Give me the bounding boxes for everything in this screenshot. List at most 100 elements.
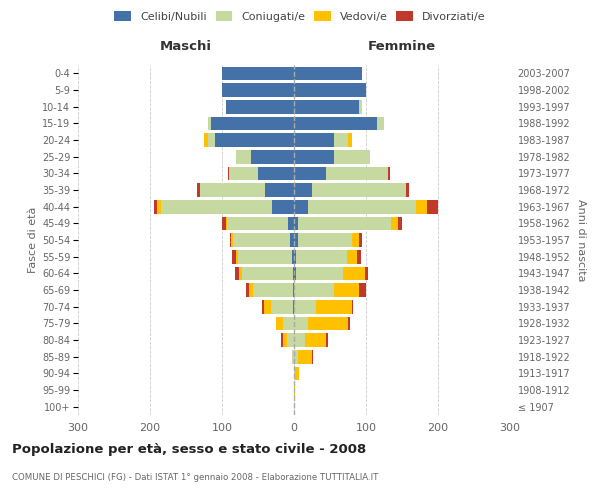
Bar: [308, 316, 348, 330]
Bar: [294, 216, 298, 230]
Bar: [294, 333, 305, 347]
Bar: [265, 183, 294, 197]
Bar: [308, 200, 416, 213]
Bar: [316, 300, 352, 314]
Bar: [312, 183, 406, 197]
Bar: [326, 333, 328, 347]
Bar: [208, 133, 215, 147]
Bar: [292, 250, 294, 264]
Text: Maschi: Maschi: [160, 40, 212, 54]
Bar: [298, 350, 312, 364]
Bar: [406, 183, 409, 197]
Bar: [294, 283, 334, 297]
Bar: [326, 166, 388, 180]
Bar: [161, 200, 272, 213]
Legend: Celibi/Nubili, Coniugati/e, Vedovi/e, Divorziati/e: Celibi/Nubili, Coniugati/e, Vedovi/e, Di…: [111, 8, 489, 25]
Bar: [359, 100, 362, 114]
Bar: [157, 200, 161, 213]
Bar: [222, 216, 226, 230]
Bar: [200, 183, 265, 197]
Bar: [242, 266, 293, 280]
Bar: [391, 216, 398, 230]
Bar: [377, 116, 384, 130]
Bar: [359, 283, 366, 297]
Bar: [398, 216, 402, 230]
Bar: [352, 233, 359, 247]
Bar: [347, 250, 358, 264]
Bar: [298, 233, 352, 247]
Bar: [226, 100, 294, 114]
Y-axis label: Anni di nascita: Anni di nascita: [576, 198, 586, 281]
Bar: [334, 283, 359, 297]
Bar: [228, 166, 229, 180]
Bar: [232, 233, 233, 247]
Bar: [296, 250, 347, 264]
Bar: [250, 283, 253, 297]
Bar: [226, 216, 227, 230]
Bar: [264, 300, 271, 314]
Bar: [294, 100, 359, 114]
Bar: [230, 233, 232, 247]
Bar: [293, 266, 294, 280]
Bar: [222, 66, 294, 80]
Bar: [294, 316, 308, 330]
Bar: [283, 316, 294, 330]
Bar: [294, 83, 366, 97]
Bar: [235, 266, 239, 280]
Bar: [227, 216, 288, 230]
Bar: [294, 250, 296, 264]
Bar: [305, 333, 326, 347]
Bar: [416, 200, 427, 213]
Bar: [204, 133, 208, 147]
Bar: [154, 200, 157, 213]
Y-axis label: Fasce di età: Fasce di età: [28, 207, 38, 273]
Bar: [233, 233, 290, 247]
Bar: [294, 133, 334, 147]
Bar: [334, 133, 348, 147]
Bar: [281, 333, 283, 347]
Bar: [294, 66, 362, 80]
Bar: [294, 233, 298, 247]
Text: COMUNE DI PESCHICI (FG) - Dati ISTAT 1° gennaio 2008 - Elaborazione TUTTITALIA.I: COMUNE DI PESCHICI (FG) - Dati ISTAT 1° …: [12, 472, 379, 482]
Bar: [294, 150, 334, 164]
Bar: [348, 133, 352, 147]
Bar: [343, 266, 365, 280]
Bar: [293, 300, 294, 314]
Text: Popolazione per età, sesso e stato civile - 2008: Popolazione per età, sesso e stato civil…: [12, 442, 366, 456]
Bar: [312, 350, 313, 364]
Bar: [388, 166, 390, 180]
Bar: [258, 166, 294, 180]
Bar: [283, 333, 287, 347]
Bar: [246, 283, 250, 297]
Bar: [253, 283, 293, 297]
Bar: [294, 350, 298, 364]
Bar: [208, 116, 211, 130]
Bar: [295, 366, 299, 380]
Bar: [276, 316, 283, 330]
Bar: [294, 383, 295, 397]
Bar: [290, 233, 294, 247]
Bar: [352, 300, 353, 314]
Bar: [294, 183, 312, 197]
Bar: [222, 83, 294, 97]
Bar: [293, 283, 294, 297]
Bar: [238, 250, 292, 264]
Bar: [271, 300, 293, 314]
Bar: [287, 333, 294, 347]
Bar: [272, 200, 294, 213]
Bar: [232, 250, 236, 264]
Bar: [294, 116, 377, 130]
Text: Femmine: Femmine: [368, 40, 436, 54]
Bar: [296, 266, 343, 280]
Bar: [348, 316, 350, 330]
Bar: [239, 266, 242, 280]
Bar: [251, 150, 294, 164]
Bar: [294, 166, 326, 180]
Bar: [292, 350, 294, 364]
Bar: [427, 200, 438, 213]
Bar: [294, 200, 308, 213]
Bar: [236, 150, 251, 164]
Bar: [215, 133, 294, 147]
Bar: [334, 150, 370, 164]
Bar: [288, 216, 294, 230]
